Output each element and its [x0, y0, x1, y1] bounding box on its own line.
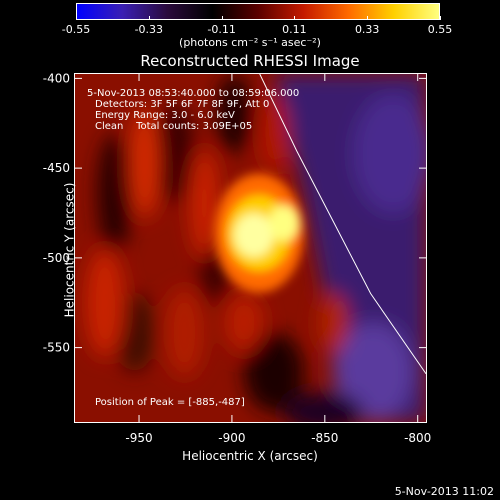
colorbar-tick-mark — [440, 16, 441, 20]
colorbar-tick-mark — [76, 16, 77, 20]
colorbar-tick-mark — [148, 16, 150, 20]
x-tick-label: -800 — [404, 431, 431, 445]
y-axis-label: Heliocentric Y (arcsec) — [62, 182, 77, 318]
y-tick-label: -500 — [43, 251, 70, 265]
x-tick-label: -900 — [218, 431, 245, 445]
timestamp: 5-Nov-2013 11:02 — [394, 485, 494, 498]
colorbar — [76, 3, 440, 20]
detectors-text: Detectors: 3F 5F 6F 7F 8F 9F, Att 0 — [95, 99, 270, 110]
clean-counts-text: Clean Total counts: 3.09E+05 — [95, 121, 253, 132]
solar-limb-line — [259, 74, 426, 375]
x-tick-label: -850 — [311, 431, 338, 445]
plot-title: Reconstructed RHESSI Image — [140, 52, 360, 70]
colorbar-tick-label: -0.11 — [207, 23, 236, 36]
colorbar-tick-label: -0.55 — [61, 23, 91, 36]
y-tick-label: -450 — [43, 161, 70, 175]
energy-range-text: Energy Range: 3.0 - 6.0 keV — [95, 110, 235, 121]
time-range-text: 5-Nov-2013 08:53:40.000 to 08:59:06.000 — [87, 88, 300, 99]
colorbar-tick-label: 0.33 — [354, 23, 380, 36]
colorbar-tick-mark — [294, 16, 296, 20]
colorbar-tick-mark — [221, 16, 223, 20]
colorbar-ticks: -0.55 -0.33 -0.11 0.11 0.33 0.55 — [0, 0, 500, 40]
colorbar-tick-label: 0.55 — [427, 23, 453, 36]
colorbar-tick-label: -0.33 — [134, 23, 164, 36]
image-plot: 5-Nov-2013 08:53:40.000 to 08:59:06.000 … — [74, 73, 427, 423]
y-tick-label: -400 — [43, 71, 70, 85]
x-axis-label: Heliocentric X (arcsec) — [182, 449, 318, 463]
heatmap-image — [75, 74, 426, 422]
y-tick-label: -550 — [43, 341, 70, 355]
x-tick-label: -950 — [125, 431, 152, 445]
colorbar-tick-mark — [367, 16, 369, 20]
colorbar-tick-label: 0.11 — [282, 23, 307, 36]
peak-position-text: Position of Peak = [-885,-487] — [95, 397, 245, 408]
colorbar-unit-label: (photons cm⁻² s⁻¹ asec⁻²) — [179, 36, 321, 49]
